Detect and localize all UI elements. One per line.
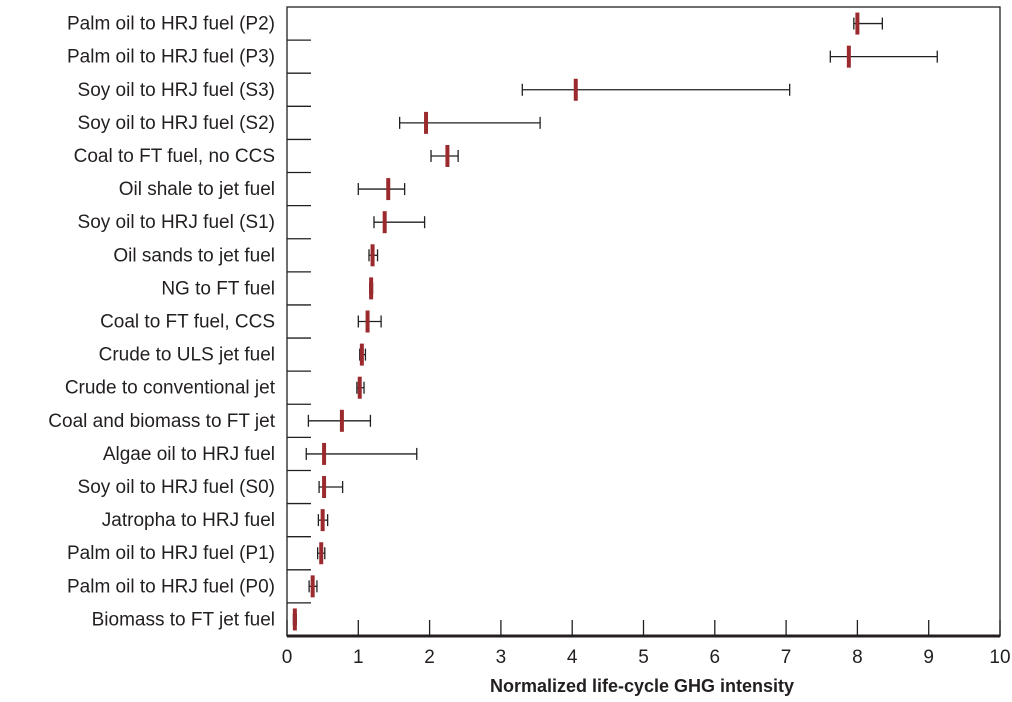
data-row: Soy oil to HRJ fuel (S2)	[78, 111, 541, 134]
x-tick-label: 9	[923, 647, 934, 668]
plot-border	[286, 6, 1001, 637]
data-row: Soy oil to HRJ fuel (S0)	[78, 476, 344, 499]
category-label: Soy oil to HRJ fuel (S2)	[78, 113, 275, 134]
data-row: Jatropha to HRJ fuel	[102, 509, 329, 532]
data-rows: Palm oil to HRJ fuel (P2) Palm oil to HRJ…	[48, 12, 938, 631]
category-label: Palm oil to HRJ fuel (P2)	[67, 14, 275, 35]
x-tick-label: 10	[989, 647, 1010, 668]
x-tick-label: 6	[710, 647, 721, 668]
category-label: Oil shale to jet fuel	[119, 179, 275, 200]
category-label: Soy oil to HRJ fuel (S0)	[78, 477, 275, 498]
x-tick-label: 5	[638, 647, 649, 668]
category-label: Coal and biomass to FT jet	[48, 411, 275, 432]
category-label: Biomass to FT jet fuel	[92, 609, 275, 630]
x-tick-label: 3	[496, 647, 507, 668]
x-tick-label: 8	[852, 647, 863, 668]
data-row: Crude to ULS jet fuel	[99, 343, 367, 366]
data-row: Soy oil to HRJ fuel (S3)	[78, 78, 791, 101]
data-row: Soy oil to HRJ fuel (S1)	[78, 211, 426, 234]
data-row: Palm oil to HRJ fuel (P2)	[67, 12, 884, 35]
data-row: Biomass to FT jet fuel	[92, 608, 297, 631]
category-label: Coal to FT fuel, no CCS	[74, 146, 275, 167]
category-label: Palm oil to HRJ fuel (P1)	[67, 543, 275, 564]
category-label: Crude to conventional jet	[65, 378, 276, 399]
x-axis: 0 1 2 3 4 5 6 7 8 9 10	[282, 39, 1011, 668]
x-tick-label: 0	[282, 647, 293, 668]
category-label: Soy oil to HRJ fuel (S1)	[78, 212, 275, 233]
data-row: Palm oil to HRJ fuel (P3)	[67, 45, 938, 68]
x-tick-label: 2	[424, 647, 435, 668]
x-axis-title: Normalized life-cycle GHG intensity	[490, 676, 794, 696]
category-label: Algae oil to HRJ fuel	[103, 444, 275, 465]
data-row: Palm oil to HRJ fuel (P1)	[67, 542, 326, 565]
category-label: Oil sands to jet fuel	[113, 245, 275, 266]
x-tick-label: 4	[567, 647, 578, 668]
x-tick-label: 1	[353, 647, 364, 668]
x-tick-label: 7	[781, 647, 792, 668]
data-row: Coal to FT fuel, CCS	[100, 310, 382, 333]
category-label: Crude to ULS jet fuel	[99, 345, 275, 366]
data-row: Palm oil to HRJ fuel (P0)	[67, 575, 318, 598]
data-row: Crude to conventional jet	[65, 376, 365, 399]
data-row: NG to FT fuel	[161, 277, 374, 300]
data-row: Oil shale to jet fuel	[119, 178, 406, 201]
category-label: Palm oil to HRJ fuel (P3)	[67, 47, 275, 68]
data-row: Algae oil to HRJ fuel	[103, 442, 418, 465]
category-label: Palm oil to HRJ fuel (P0)	[67, 576, 275, 597]
category-label: Coal to FT fuel, CCS	[100, 312, 275, 333]
category-label: Soy oil to HRJ fuel (S3)	[78, 80, 275, 101]
category-label: Jatropha to HRJ fuel	[102, 510, 275, 531]
data-row: Oil sands to jet fuel	[113, 244, 379, 267]
data-row: Coal and biomass to FT jet	[48, 409, 372, 432]
data-row: Coal to FT fuel, no CCS	[74, 144, 459, 167]
plot-frame	[286, 6, 1001, 638]
category-label: NG to FT fuel	[161, 278, 275, 299]
